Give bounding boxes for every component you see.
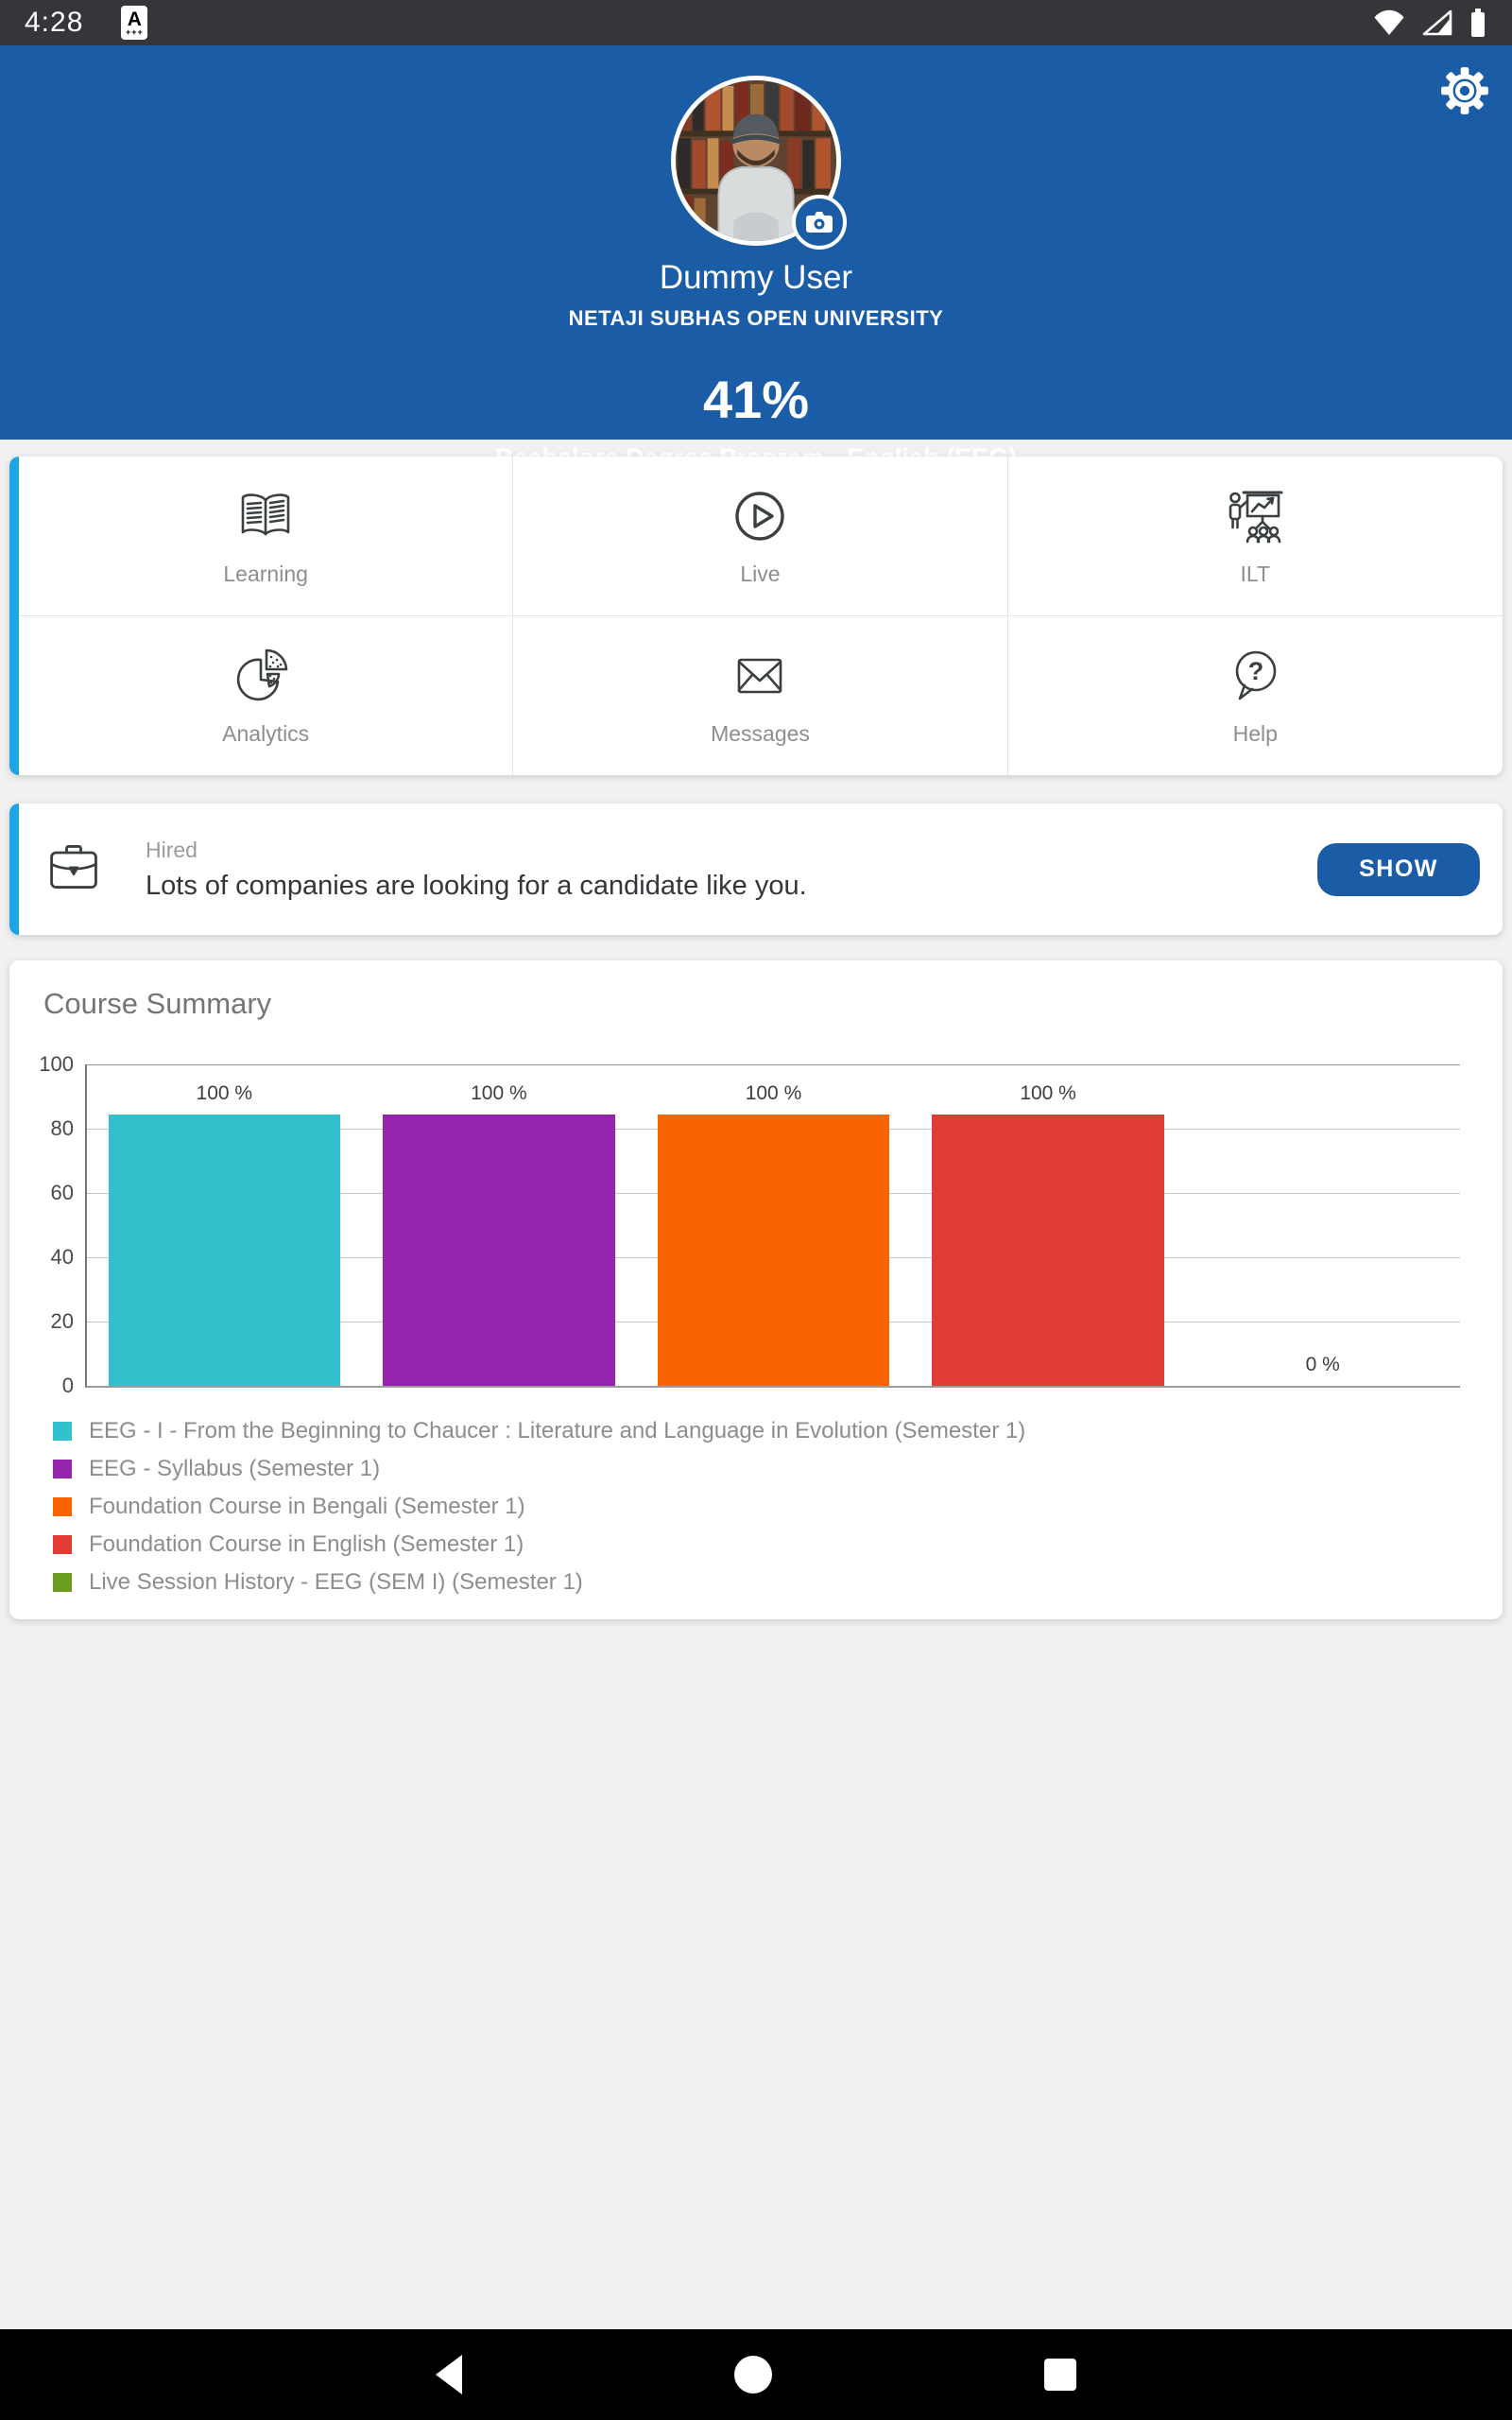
menu-grid: Learning Live: [19, 457, 1503, 775]
y-axis-tick: 100: [39, 1052, 74, 1076]
wifi-icon: [1374, 9, 1404, 36]
hired-title: Hired: [146, 837, 198, 862]
legend-swatch: [53, 1497, 72, 1516]
bar-2: [383, 1114, 615, 1386]
bar-value-label: 100 %: [196, 1081, 253, 1104]
presentation-icon: [1225, 486, 1285, 546]
legend-label: Foundation Course in Bengali (Semester 1…: [89, 1494, 525, 1519]
legend-item: EEG - I - From the Beginning to Chaucer …: [53, 1412, 1503, 1450]
avatar[interactable]: [671, 76, 847, 250]
course-summary-card: Course Summary 0 20 40 60 80 100 100 % 100 % 100…: [9, 960, 1503, 1619]
status-bar: 4:28 A +++: [0, 0, 1512, 45]
menu-item-live[interactable]: Live: [513, 457, 1008, 616]
bar-3: [657, 1114, 890, 1386]
camera-icon[interactable]: [792, 195, 847, 250]
open-book-icon: [235, 486, 296, 546]
bar-value-label: 0 %: [1305, 1354, 1340, 1375]
menu-label: Learning: [223, 561, 308, 586]
menu-label: Messages: [711, 720, 810, 746]
envelope-icon: [730, 646, 790, 706]
briefcase-icon: [45, 838, 102, 900]
accent-stripe: [9, 804, 19, 935]
bar-plot: 0 20 40 60 80 100 100 % 100 % 100 % 100 % 0 %: [39, 1052, 1460, 1397]
y-axis-tick: 20: [50, 1309, 74, 1333]
progress-percent: 41%: [702, 370, 810, 429]
settings-gear-icon[interactable]: [1440, 66, 1489, 115]
course-summary-title: Course Summary: [43, 987, 272, 1020]
bar-value-label: 100 %: [1020, 1081, 1076, 1104]
menu-item-learning[interactable]: Learning: [19, 457, 514, 616]
hired-message: Lots of companies are looking for a cand…: [146, 870, 807, 901]
chart-legend: EEG - I - From the Beginning to Chaucer …: [53, 1412, 1503, 1601]
y-axis-tick: 80: [50, 1116, 74, 1140]
y-axis-tick: 60: [50, 1181, 74, 1204]
legend-swatch: [53, 1573, 72, 1592]
show-button[interactable]: SHOW: [1317, 842, 1480, 896]
hired-text: Hired Lots of companies are looking for …: [146, 838, 1317, 902]
menu-label: Analytics: [222, 720, 310, 746]
cellular-icon: [1422, 9, 1452, 36]
menu-item-messages[interactable]: Messages: [513, 616, 1008, 775]
y-axis-tick: 0: [61, 1374, 74, 1397]
menu-item-ilt[interactable]: ILT: [1007, 457, 1503, 616]
play-circle-icon: [730, 486, 790, 546]
svg-text:?: ?: [1248, 657, 1264, 685]
menu-label: ILT: [1240, 561, 1271, 586]
legend-label: Live Session History - EEG (SEM I) (Seme…: [89, 1569, 583, 1595]
legend-label: EEG - Syllabus (Semester 1): [89, 1456, 381, 1481]
back-icon[interactable]: [436, 2355, 462, 2394]
user-name: Dummy User: [659, 259, 853, 296]
legend-swatch: [53, 1422, 72, 1441]
accent-stripe: [9, 457, 19, 775]
bar-value-label: 100 %: [471, 1081, 527, 1104]
home-icon[interactable]: [734, 2356, 772, 2394]
bar-value-label: 100 %: [745, 1081, 802, 1104]
y-axis-tick: 40: [50, 1245, 74, 1269]
battery-icon: [1471, 9, 1485, 37]
legend-label: EEG - I - From the Beginning to Chaucer …: [89, 1418, 1026, 1443]
status-icons: [1372, 7, 1487, 39]
legend-item: Foundation Course in Bengali (Semester 1…: [53, 1488, 1503, 1526]
legend-item: Foundation Course in English (Semester 1…: [53, 1526, 1503, 1564]
hired-banner: Hired Lots of companies are looking for …: [9, 804, 1503, 935]
legend-swatch: [53, 1535, 72, 1554]
menu-item-analytics[interactable]: Analytics: [19, 616, 514, 775]
menu-item-help[interactable]: ? Help: [1008, 616, 1503, 775]
android-nav-bar: [0, 2329, 1512, 2420]
profile-header: Dummy User NETAJI SUBHAS OPEN UNIVERSITY…: [0, 45, 1512, 472]
bar-4: [932, 1114, 1164, 1386]
legend-label: Foundation Course in English (Semester 1…: [89, 1531, 524, 1557]
menu-card: Learning Live: [9, 457, 1503, 775]
menu-label: Live: [740, 561, 781, 586]
legend-item: EEG - Syllabus (Semester 1): [53, 1450, 1503, 1488]
menu-label: Help: [1232, 720, 1278, 746]
bar-1: [108, 1114, 341, 1386]
legend-swatch: [53, 1460, 72, 1478]
question-bubble-icon: ?: [1225, 646, 1285, 706]
gridline: [87, 1064, 1460, 1065]
recents-icon[interactable]: [1044, 2359, 1076, 2391]
pie-chart-icon: [235, 646, 296, 706]
legend-item: Live Session History - EEG (SEM I) (Seme…: [53, 1564, 1503, 1601]
institution-name: NETAJI SUBHAS OPEN UNIVERSITY: [568, 306, 944, 330]
status-time: 4:28: [25, 7, 84, 38]
notification-app-icon: A +++: [121, 6, 148, 40]
